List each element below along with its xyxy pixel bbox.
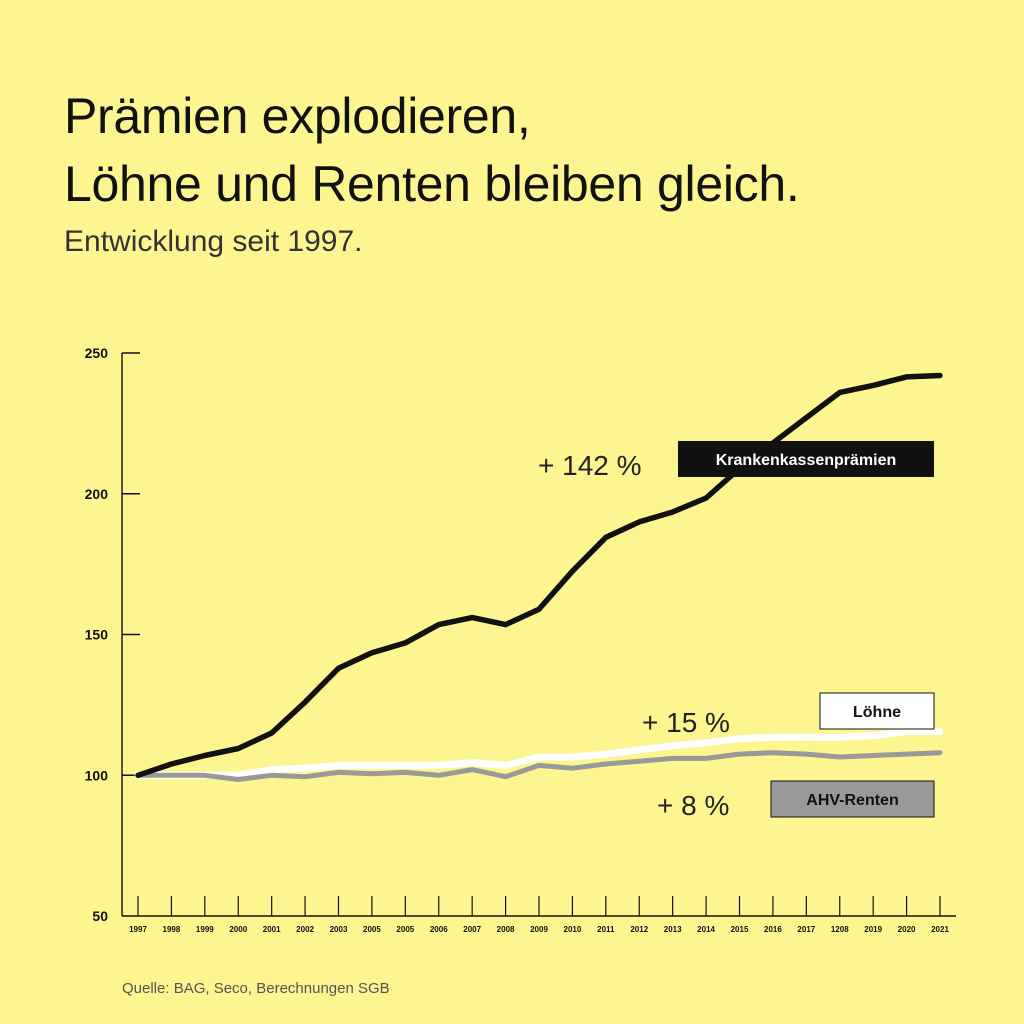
x-tick-label: 1999 xyxy=(196,925,214,934)
chart-title: Prämien explodieren, Löhne und Renten bl… xyxy=(64,82,800,218)
x-tick-label: 1998 xyxy=(163,925,181,934)
series-change-label: + 8 % xyxy=(657,790,729,821)
series-badge-2 xyxy=(770,780,935,818)
x-tick-label: 2006 xyxy=(430,925,448,934)
x-tick-label: 2001 xyxy=(263,925,281,934)
y-tick-label: 150 xyxy=(85,627,109,643)
x-tick-label: 2008 xyxy=(497,925,515,934)
x-tick-label: 2000 xyxy=(229,925,247,934)
x-tick-label: 2015 xyxy=(731,925,749,934)
x-tick-label: 1997 xyxy=(129,925,147,934)
source-note: Quelle: BAG, Seco, Berechnungen SGB xyxy=(122,980,390,997)
series-labels: Krankenkassenprämien + 142 % Löhne + 15 % AH… xyxy=(538,441,935,821)
y-tick-label: 250 xyxy=(85,345,109,361)
x-tick-labels: 1997 1998 1999 2000 2001 2002 2003 2005 2005 2006… xyxy=(129,896,949,934)
y-tick-label: 200 xyxy=(85,486,109,502)
x-tick-label: 2016 xyxy=(764,925,782,934)
axes: 250 200 150 100 50 xyxy=(85,345,956,924)
series-line-1 xyxy=(134,728,944,779)
chart-subtitle: Entwicklung seit 1997. xyxy=(64,225,363,258)
y-tick-label: 50 xyxy=(92,908,108,924)
series-name-label: AHV-Renten xyxy=(806,792,898,809)
x-tick-label: 1208 xyxy=(831,925,849,934)
series-line-0 xyxy=(135,372,943,779)
x-tick-label: 2011 xyxy=(597,925,615,934)
series-badge-0 xyxy=(678,441,934,477)
x-tick-label: 2012 xyxy=(630,925,648,934)
x-tick-label: 2002 xyxy=(296,925,314,934)
title-line-1: Prämien explodieren, xyxy=(64,88,531,144)
x-tick-label: 2007 xyxy=(463,925,481,934)
x-tick-label: 2013 xyxy=(664,925,682,934)
series-change-label: + 15 % xyxy=(642,707,730,738)
x-tick-label: 2003 xyxy=(330,925,348,934)
series-name-label: Krankenkassenprämien xyxy=(716,452,897,469)
x-tick-label: 2021 xyxy=(931,925,949,934)
y-tick-label: 100 xyxy=(85,767,109,783)
x-tick-label: 2010 xyxy=(564,925,582,934)
series-lines xyxy=(134,372,944,782)
title-line-2: Löhne und Renten bleiben gleich. xyxy=(64,156,800,212)
series-change-label: + 142 % xyxy=(538,450,642,481)
x-tick-label: 2005 xyxy=(396,925,414,934)
x-tick-label: 2014 xyxy=(697,925,715,934)
series-line-2 xyxy=(135,750,943,782)
x-tick-label: 2009 xyxy=(530,925,548,934)
x-tick-label: 2005 xyxy=(363,925,381,934)
x-tick-label: 2019 xyxy=(864,925,882,934)
x-tick-label: 2020 xyxy=(898,925,916,934)
x-tick-label: 2017 xyxy=(797,925,815,934)
series-badge-1 xyxy=(819,692,935,730)
series-name-label: Löhne xyxy=(853,704,901,721)
